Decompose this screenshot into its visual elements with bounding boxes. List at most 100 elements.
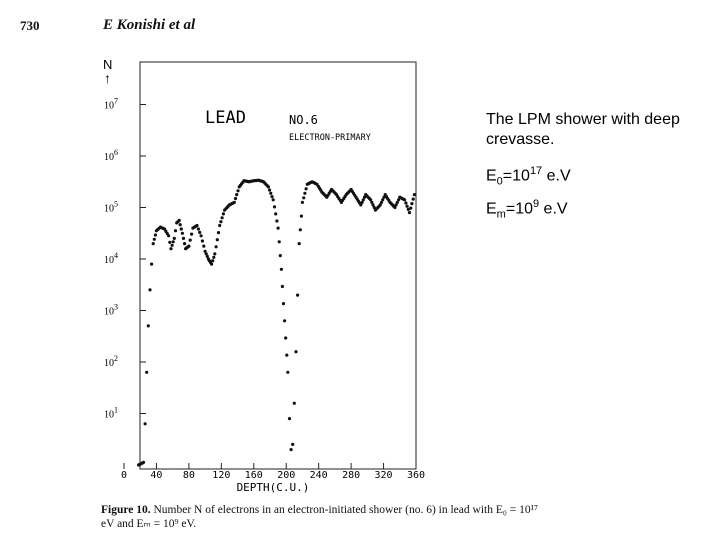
y-axis-arrow: ↑ — [104, 70, 111, 86]
data-point — [407, 211, 412, 215]
data-point — [167, 234, 171, 238]
data-point — [187, 244, 191, 248]
data-point — [274, 212, 278, 216]
y-tick-label: 104 — [104, 251, 118, 266]
data-point — [410, 202, 414, 206]
side-note-title: The LPM shower with deep crevasse. — [486, 111, 680, 148]
data-point — [299, 214, 303, 218]
data-point — [220, 216, 224, 220]
data-point — [270, 195, 274, 199]
data-point — [168, 240, 172, 244]
page-number: 730 — [20, 18, 40, 33]
data-point — [292, 401, 296, 405]
data-point — [411, 197, 415, 201]
data-point — [151, 242, 155, 246]
data-point — [150, 262, 154, 266]
data-point — [284, 336, 288, 340]
data-point — [218, 223, 222, 228]
data-point — [294, 350, 298, 354]
data-point — [215, 238, 219, 242]
data-point — [190, 232, 194, 236]
data-point — [283, 319, 287, 323]
x-tick-label: 80 — [183, 470, 195, 481]
data-point — [268, 188, 272, 192]
data-point — [202, 244, 206, 248]
data-point — [200, 239, 204, 243]
y-tick-label: 107 — [104, 97, 118, 112]
data-point — [291, 442, 295, 446]
data-point — [303, 191, 307, 195]
x-tick-label: 200 — [277, 470, 295, 481]
data-point — [300, 200, 304, 204]
data-point — [362, 195, 367, 199]
data-point — [409, 206, 413, 210]
data-point — [203, 249, 207, 253]
data-point — [210, 262, 214, 266]
data-point — [148, 288, 152, 292]
data-point — [266, 185, 270, 189]
data-point — [393, 205, 397, 210]
data-point — [188, 238, 192, 242]
data-point — [214, 245, 218, 249]
data-point — [378, 203, 382, 207]
data-point — [233, 196, 238, 201]
running-head: E Konishi et al — [103, 17, 196, 33]
x-ticks: 0 40 80 120 160 200 240 280 320 360 — [121, 463, 425, 481]
data-point — [271, 198, 275, 202]
data-point — [235, 193, 239, 197]
data-point — [153, 233, 157, 237]
data-point — [183, 242, 187, 246]
data-point — [379, 200, 384, 204]
data-point — [404, 201, 408, 205]
side-note-em: Em=109 e.V — [486, 198, 568, 221]
data-point — [369, 198, 373, 202]
y-axis-label: N — [103, 57, 112, 72]
data-point — [302, 196, 306, 200]
data-point — [269, 191, 273, 195]
data-point — [205, 254, 209, 258]
side-note-e0: E0=1017 e.V — [486, 165, 571, 188]
data-point — [219, 220, 223, 224]
data-point — [397, 198, 401, 202]
data-point — [279, 267, 283, 271]
y-tick-label: 103 — [104, 303, 118, 318]
data-point — [179, 227, 183, 231]
data-point — [372, 205, 376, 210]
annotation-material: LEAD — [205, 108, 246, 128]
x-tick-label: 240 — [310, 470, 328, 481]
data-point — [211, 259, 215, 263]
data-point — [204, 252, 208, 256]
x-tick-label: 160 — [245, 470, 263, 481]
data-point — [216, 231, 221, 235]
data-point — [412, 193, 416, 197]
y-tick-label: 105 — [104, 200, 118, 215]
y-tick-label: 101 — [104, 406, 118, 421]
data-point — [406, 207, 410, 211]
data-point — [298, 228, 302, 232]
data-point — [395, 200, 399, 204]
data-point — [280, 284, 284, 289]
x-tick-label: 120 — [212, 470, 230, 481]
data-point — [145, 370, 149, 374]
data-point — [195, 223, 199, 228]
data-point — [371, 203, 375, 207]
x-tick-label: 320 — [375, 470, 393, 481]
data-point — [169, 247, 173, 251]
data-point — [141, 460, 146, 464]
data-point — [289, 448, 293, 452]
x-tick-label: 360 — [407, 470, 425, 481]
x-tick-label: 0 — [121, 470, 127, 481]
x-tick-label: 280 — [342, 470, 360, 481]
data-point — [304, 187, 308, 191]
plot-frame — [139, 61, 417, 470]
data-point — [236, 189, 240, 193]
annotation-primary: ELECTRON-PRIMARY — [289, 133, 371, 143]
x-axis-label: DEPTH(C.U.) — [237, 481, 310, 494]
data-point — [281, 302, 286, 306]
data-point — [232, 200, 236, 204]
data-point — [403, 198, 407, 202]
data-point — [382, 195, 386, 199]
data-points — [137, 178, 416, 467]
figure-caption: Figure 10. Number N of electrons in an e… — [101, 503, 541, 531]
